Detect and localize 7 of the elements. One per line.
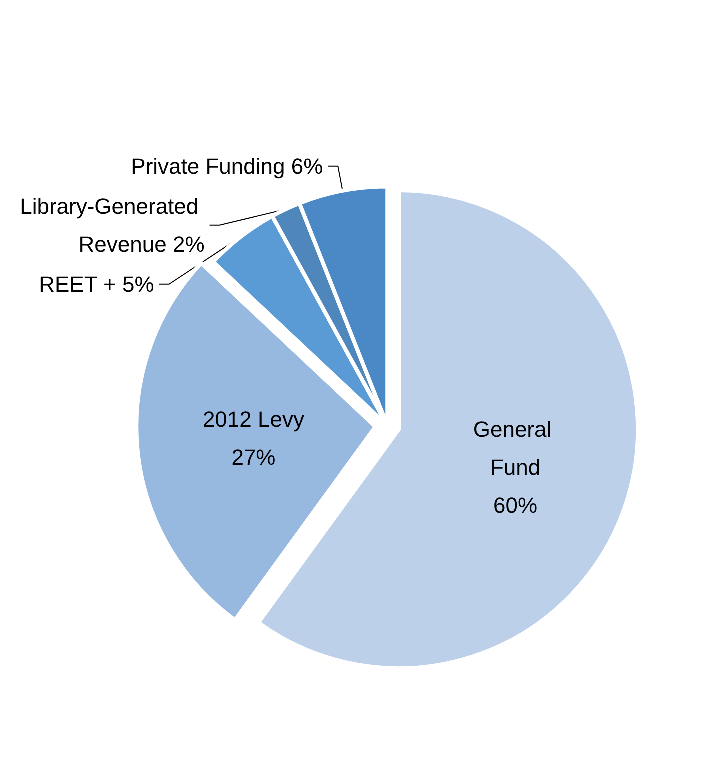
slice-label: Private Funding 6%	[131, 154, 324, 179]
slice-label: General Fund	[473, 416, 558, 480]
data-label: 60%	[494, 492, 538, 518]
slice-label: 2012 Levy	[202, 406, 304, 432]
slice-label: REET + 5%	[39, 272, 154, 297]
data-label: 27%	[232, 444, 276, 470]
slice-label: Library-Generated Revenue 2%	[20, 194, 205, 257]
